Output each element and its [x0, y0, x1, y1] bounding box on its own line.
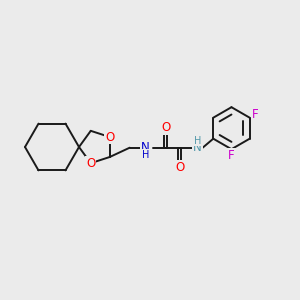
Text: F: F — [251, 108, 258, 121]
Text: F: F — [228, 149, 235, 162]
Text: N: N — [193, 141, 202, 154]
Text: O: O — [86, 157, 95, 170]
Text: O: O — [105, 130, 114, 143]
Text: H: H — [142, 150, 149, 160]
Text: N: N — [141, 141, 150, 154]
Text: H: H — [194, 136, 201, 146]
Text: O: O — [161, 121, 170, 134]
Text: O: O — [175, 161, 184, 174]
